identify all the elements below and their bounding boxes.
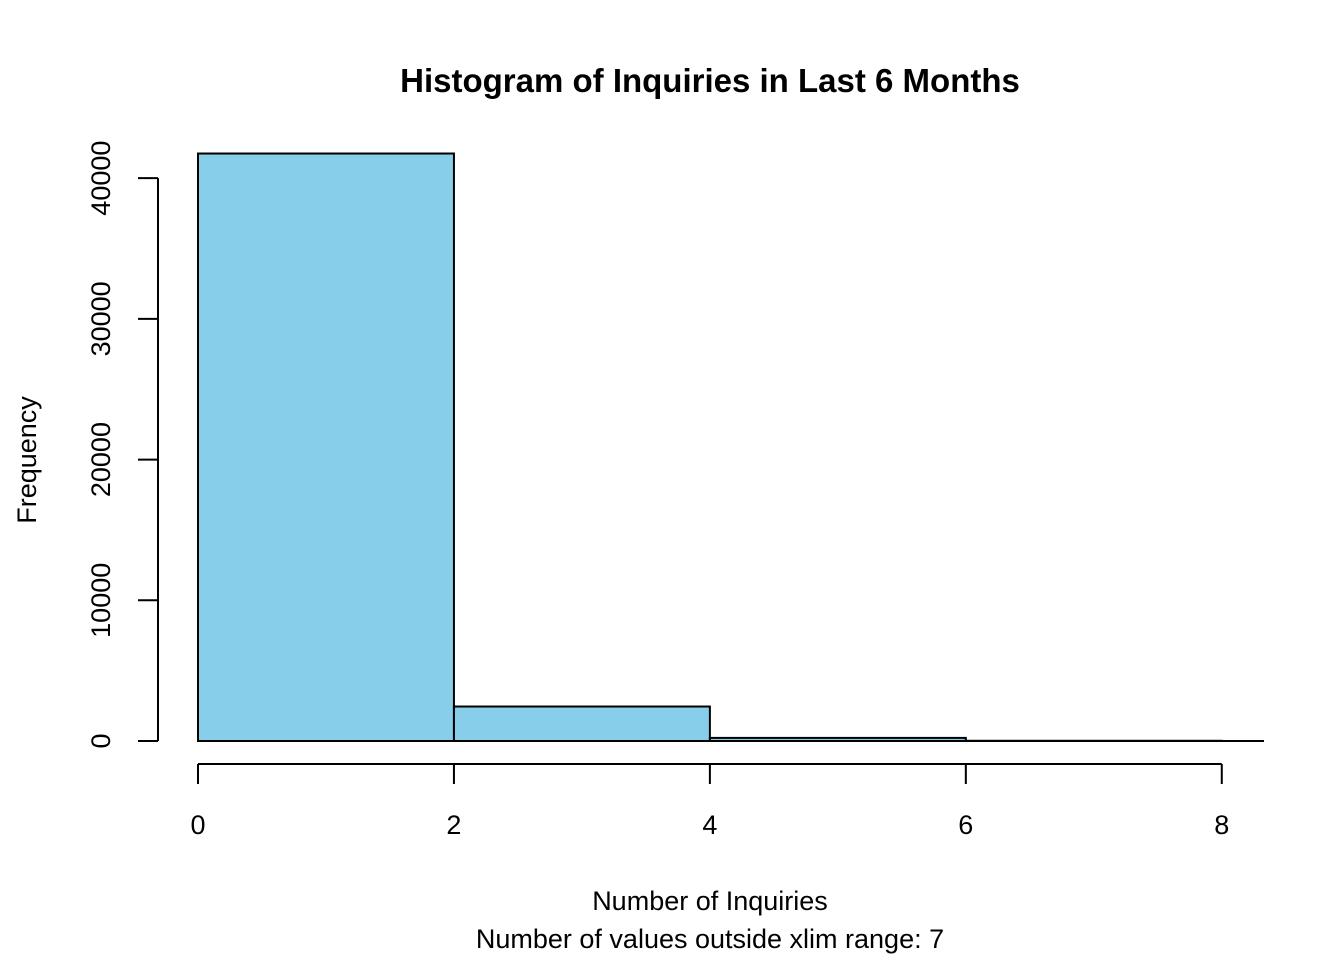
y-tick-label: 40000 xyxy=(86,141,116,216)
y-tick-label: 10000 xyxy=(86,563,116,638)
y-axis-label: Frequency xyxy=(12,396,42,524)
histogram-bar-1 xyxy=(452,705,711,743)
y-tick-label: 0 xyxy=(86,733,116,748)
histogram-bar-0 xyxy=(197,152,455,742)
x-axis: 0 2 4 6 8 xyxy=(190,763,1229,840)
x-tick-label: 2 xyxy=(446,810,461,840)
x-tick-label: 0 xyxy=(190,810,205,840)
bars-layer xyxy=(197,152,1223,743)
chart-title: Histogram of Inquiries in Last 6 Months xyxy=(400,62,1020,99)
x-axis-label: Number of Inquiries xyxy=(592,886,828,916)
x-tick-label: 4 xyxy=(702,810,717,840)
x-axis-subtitle: Number of values outside xlim range: 7 xyxy=(476,924,944,954)
y-tick-label: 30000 xyxy=(86,281,116,356)
x-tick-label: 8 xyxy=(1214,810,1229,840)
y-tick-label: 20000 xyxy=(86,422,116,497)
x-tick-label: 6 xyxy=(958,810,973,840)
y-axis: 0 10000 20000 30000 40000 xyxy=(86,141,159,749)
